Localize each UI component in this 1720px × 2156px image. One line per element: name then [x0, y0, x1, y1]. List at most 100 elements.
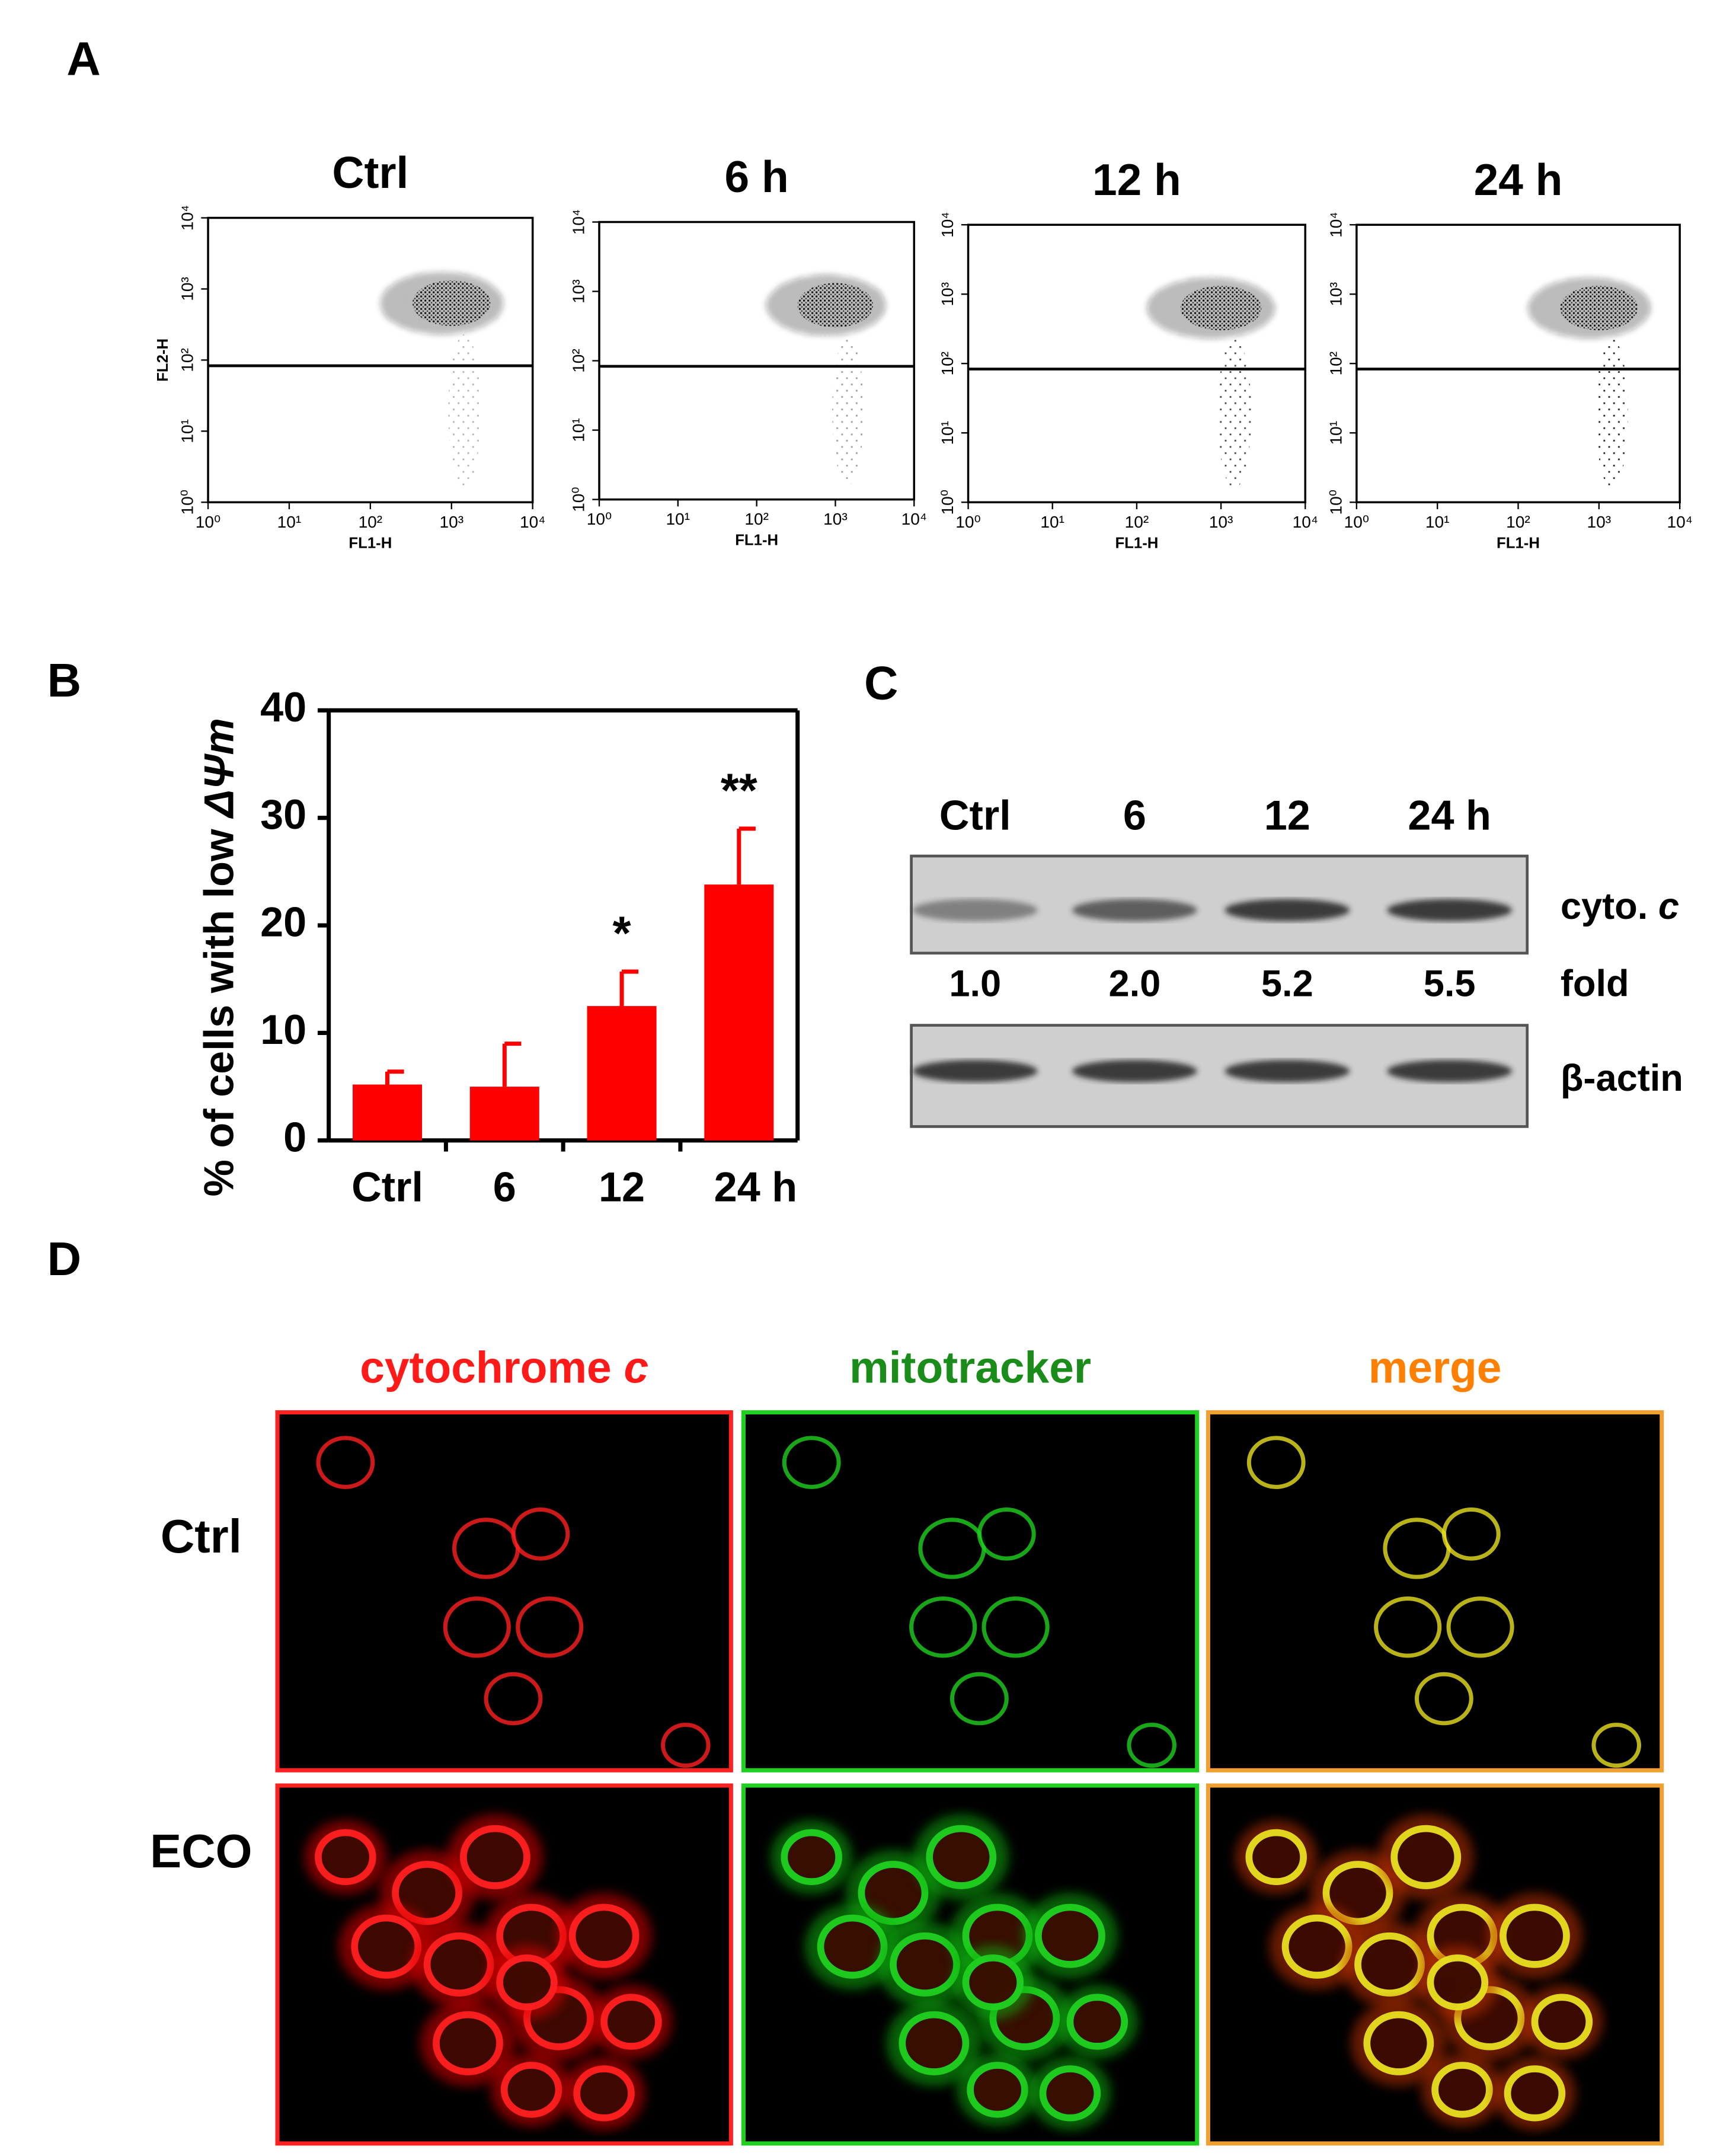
cell [899, 2011, 970, 2075]
band [1387, 1060, 1512, 1082]
band [1072, 899, 1197, 922]
cell-group [771, 1814, 1139, 2131]
x-tick-label: 6 [493, 1164, 516, 1210]
cell [459, 1825, 530, 1889]
cell [890, 1932, 960, 1997]
cell [600, 1994, 662, 2050]
x-tick-label: 10⁴ [1293, 513, 1318, 531]
dot-cloud [797, 283, 874, 328]
x-tick-label: 10⁰ [1344, 513, 1370, 531]
plot-frame [967, 223, 1306, 504]
x-tick-label: 10³ [1587, 513, 1612, 531]
dot-tail [1596, 338, 1628, 488]
cell [1354, 1932, 1425, 1997]
cell [1500, 1903, 1570, 1968]
cell [1281, 1914, 1353, 1979]
dot-tail [1217, 338, 1252, 488]
x-axis-label: FL1-H [1115, 535, 1158, 551]
x-tick-label: 10⁴ [520, 513, 545, 531]
y-tick-label: 10⁴ [570, 209, 588, 235]
cell [977, 1507, 1036, 1561]
cell [1034, 1903, 1105, 1968]
cell [1383, 1518, 1451, 1579]
cell [315, 1829, 376, 1886]
band [1225, 1060, 1350, 1082]
cell [1390, 1825, 1462, 1889]
cell [1363, 2011, 1434, 2075]
x-tick-label: 10³ [439, 513, 463, 531]
y-axis-label: % of cells with low ΔΨm [195, 718, 242, 1196]
bar [469, 1087, 539, 1141]
cell [962, 1954, 1024, 2011]
cell-group [1246, 1436, 1641, 1768]
bar [353, 1084, 423, 1141]
band [1387, 899, 1512, 922]
x-tick-label: 10³ [823, 510, 848, 528]
cell [909, 1596, 977, 1658]
cell [392, 1861, 463, 1925]
annotation: ** [721, 764, 757, 816]
dot-cloud [413, 280, 491, 326]
x-tick-label: 10¹ [277, 513, 302, 531]
cell [949, 1672, 1009, 1726]
cell [782, 1436, 841, 1489]
cell [1322, 1861, 1393, 1925]
blot-label: fold [1561, 963, 1629, 1005]
bar [704, 884, 774, 1141]
y-tick-label: 10² [938, 352, 957, 376]
y-tick-label: 10² [570, 349, 588, 373]
column-title: mitotracker [849, 1342, 1091, 1392]
cell [1441, 1507, 1501, 1561]
cell [484, 1672, 543, 1726]
x-tick-label: 10⁰ [587, 510, 612, 528]
cell [516, 1596, 584, 1658]
fold-value: 5.5 [1424, 963, 1476, 1005]
x-axis-label: FL1-H [1497, 535, 1540, 551]
band [912, 899, 1038, 922]
cell [1531, 1994, 1593, 2050]
y-tick-label: 10¹ [1326, 421, 1345, 445]
plot-frame [207, 216, 534, 504]
y-axis-label-italic: ΔΨm [195, 718, 242, 819]
band [1072, 1060, 1197, 1082]
plot-frame [1355, 223, 1681, 504]
y-tick-label: 10 [260, 1006, 306, 1053]
y-tick-label: 10¹ [178, 419, 197, 443]
y-tick-label: 10⁰ [938, 490, 957, 515]
y-tick-label: 10⁴ [938, 212, 957, 238]
y-tick-label: 10² [178, 348, 197, 372]
fold-value: 5.2 [1261, 963, 1313, 1005]
y-tick-label: 10³ [938, 282, 957, 306]
y-tick-label: 10⁴ [1326, 212, 1345, 238]
y-tick-label: 10⁰ [1326, 490, 1345, 515]
blot-label-text: cyto. [1561, 886, 1658, 927]
cell [500, 2062, 562, 2118]
panel-label: D [47, 1232, 81, 1285]
band [912, 1060, 1038, 1082]
x-tick-label: 12 [599, 1164, 645, 1210]
y-tick-label: 10⁴ [178, 205, 197, 231]
cell [1431, 2062, 1493, 2118]
panel-label: C [864, 657, 898, 710]
band [1225, 899, 1350, 922]
row-label: Ctrl [161, 1510, 242, 1563]
x-tick-label: 10² [1125, 513, 1149, 531]
x-tick-label: 10² [1506, 513, 1530, 531]
column-title-italic: c [624, 1342, 648, 1392]
cell [316, 1436, 375, 1489]
cell [573, 2065, 635, 2122]
cell [511, 1507, 570, 1561]
cell [1427, 1954, 1489, 2011]
cell [1414, 1672, 1473, 1726]
dot-cloud [1560, 286, 1638, 331]
cell-group [1235, 1814, 1603, 2131]
cell [982, 1596, 1050, 1658]
cell [858, 1861, 929, 1925]
panel-label: B [47, 654, 81, 707]
x-tick-label: 10¹ [666, 510, 690, 528]
x-axis-label: FL1-H [349, 535, 392, 551]
lane-label: 12 [1264, 791, 1310, 838]
x-tick-label: 10¹ [1040, 513, 1064, 531]
cell [1446, 1596, 1514, 1658]
